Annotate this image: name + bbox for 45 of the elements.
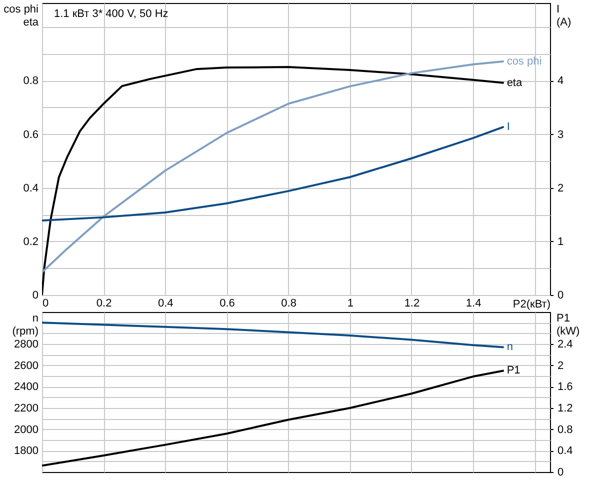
- series-label: cos phi: [506, 55, 542, 68]
- y-axis-title: n (rpm): [12, 312, 38, 338]
- y2-axis-title: P1 (kW): [556, 312, 580, 338]
- y2-tick-label: 0.4: [558, 445, 573, 458]
- x-tick-label: 0.8: [281, 298, 296, 310]
- chart-title: 1.1 кВт 3* 400 V, 50 Hz: [54, 8, 168, 20]
- y2-tick-label: 1.2: [558, 402, 573, 414]
- y-tick-label: 0: [32, 290, 38, 302]
- series-label: n: [506, 341, 513, 354]
- y2-axis-title: I (A): [556, 4, 572, 28]
- line-series: [42, 370, 505, 467]
- x-axis-title: P2(кВт): [512, 298, 550, 310]
- y-tick-label: 2000: [14, 424, 38, 436]
- y2-tick-label: 0: [558, 466, 564, 478]
- y-tick-label: 0.8: [23, 75, 38, 88]
- y2-tick-label: 2.4: [558, 338, 573, 350]
- y2-tick-label: 1: [558, 236, 564, 248]
- x-tick-label: 1: [347, 298, 354, 310]
- y-tick-label: 0.2: [23, 236, 38, 248]
- y-tick-label: 2800: [14, 338, 38, 350]
- x-tick-label: 1.2: [404, 298, 420, 310]
- x-tick-label: 0.2: [96, 298, 112, 310]
- y-tick-label: 2200: [14, 402, 38, 414]
- x-tick-label: 0: [42, 298, 49, 310]
- y-tick-label: 0.6: [23, 128, 38, 141]
- y2-tick-label: 2: [558, 182, 564, 194]
- y2-tick-label: 1.6: [558, 381, 573, 394]
- y-tick-label: 2400: [14, 381, 38, 394]
- y-tick-label: 0.4: [23, 182, 38, 194]
- series-label: P1: [506, 364, 520, 377]
- x-tick-label: 1.4: [466, 298, 482, 310]
- line-series: [42, 322, 505, 348]
- y2-tick-label: 4: [558, 75, 564, 88]
- y2-tick-label: 0: [558, 290, 564, 302]
- series-label: I: [506, 120, 510, 133]
- y-tick-label: 1800: [14, 445, 38, 458]
- y2-tick-label: 2: [558, 360, 564, 372]
- x-tick-label: 0.4: [158, 298, 174, 310]
- line-series: [42, 126, 505, 222]
- series-label: eta: [506, 76, 523, 89]
- x-tick-label: 0.6: [220, 298, 235, 310]
- y-axis-title: cos phi eta: [4, 4, 40, 28]
- y2-tick-label: 0.8: [558, 424, 573, 436]
- y-tick-label: 2600: [14, 360, 38, 372]
- y2-tick-label: 3: [558, 128, 564, 141]
